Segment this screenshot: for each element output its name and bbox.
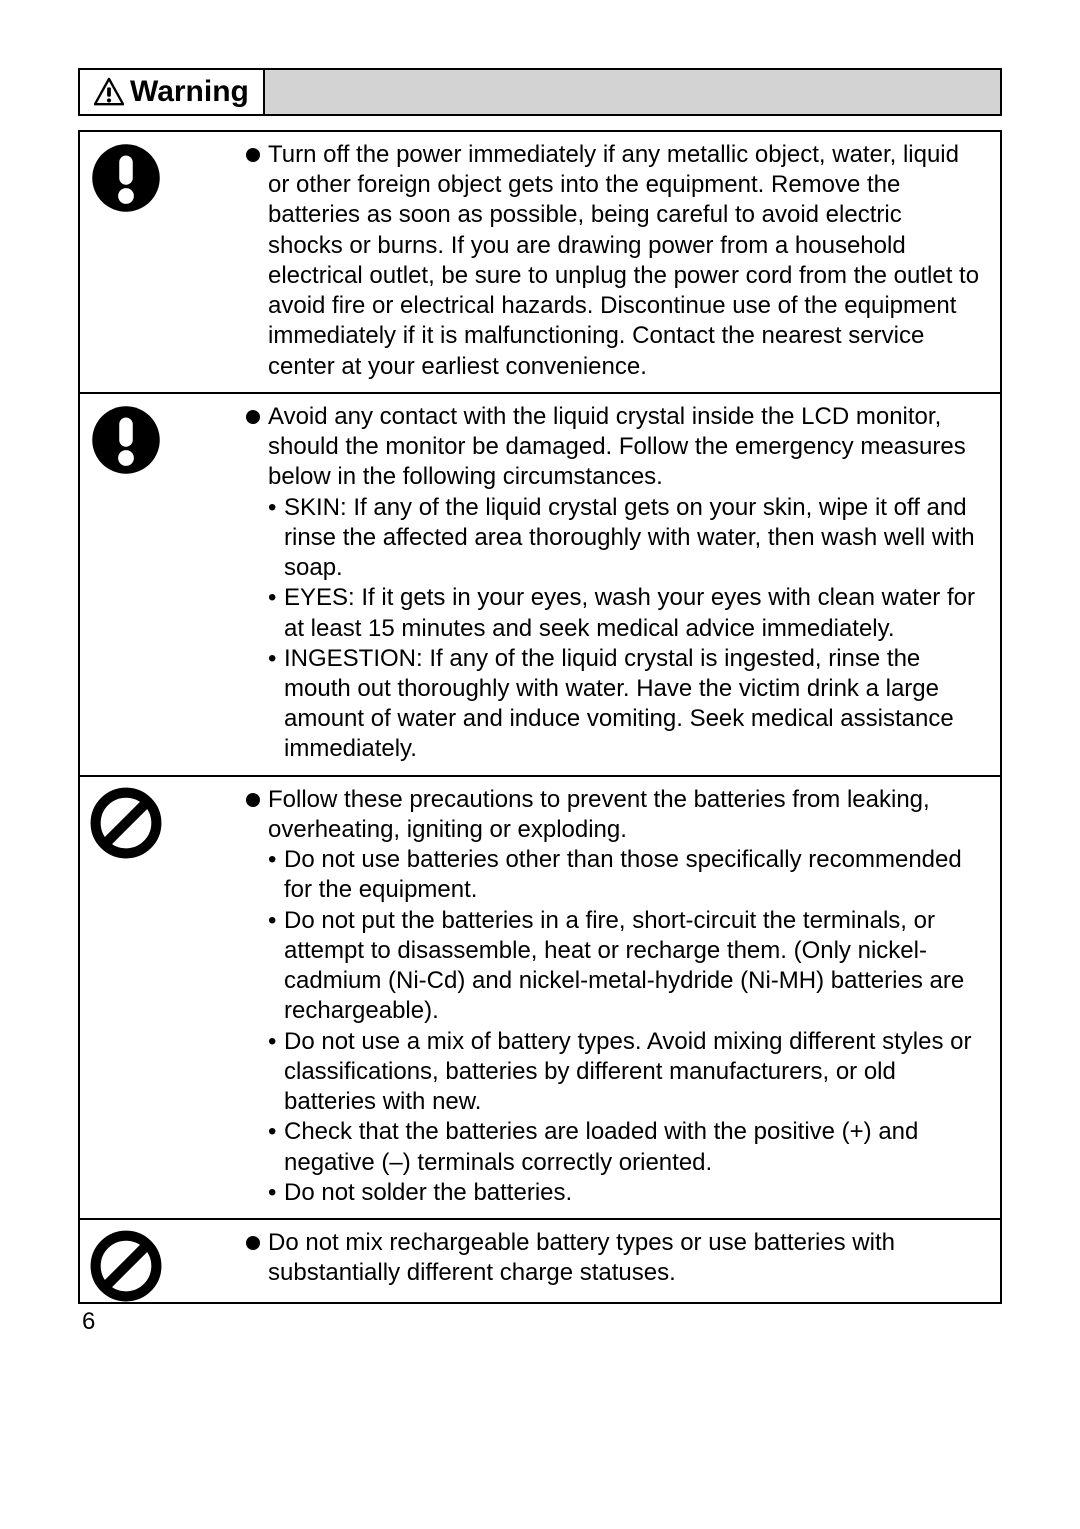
page: Warning Turn off the power immediately i…: [0, 0, 1080, 1336]
prohibit-icon: [90, 1230, 162, 1302]
sub-bullet-icon: •: [268, 583, 276, 643]
warning-sub-text: Check that the batteries are loaded with…: [284, 1117, 982, 1177]
warning-sub-text: EYES: If it gets in your eyes, wash your…: [284, 583, 982, 643]
sub-bullet-icon: •: [268, 845, 276, 905]
warning-lead: Follow these precautions to prevent the …: [246, 785, 982, 845]
warning-header-text: Warning: [130, 75, 249, 109]
sub-bullet-icon: •: [268, 906, 276, 1027]
warning-sub: •Do not put the batteries in a fire, sho…: [246, 906, 982, 1027]
warning-icon-cell: [80, 394, 246, 775]
bullet-icon: [246, 148, 260, 162]
warning-text-cell: Avoid any contact with the liquid crysta…: [246, 394, 1000, 775]
sub-bullet-icon: •: [268, 1117, 276, 1177]
warning-row: Follow these precautions to prevent the …: [78, 775, 1002, 1218]
warning-sub: •SKIN: If any of the liquid crystal gets…: [246, 493, 982, 584]
warning-sub-text: Do not use a mix of battery types. Avoid…: [284, 1027, 982, 1118]
warning-lead: Avoid any contact with the liquid crysta…: [246, 402, 982, 493]
warning-lead-text: Avoid any contact with the liquid crysta…: [268, 402, 982, 493]
sub-bullet-icon: •: [268, 1027, 276, 1118]
warning-header-label: Warning: [80, 70, 265, 114]
warning-lead: Do not mix rechargeable battery types or…: [246, 1228, 982, 1288]
warning-text-cell: Follow these precautions to prevent the …: [246, 777, 1000, 1218]
warning-icon-cell: [80, 1220, 246, 1302]
sub-bullet-icon: •: [268, 493, 276, 584]
warning-text-cell: Do not mix rechargeable battery types or…: [246, 1220, 1000, 1302]
sub-bullet-icon: •: [268, 1178, 276, 1208]
warning-lead-text: Do not mix rechargeable battery types or…: [268, 1228, 982, 1288]
warning-row: Do not mix rechargeable battery types or…: [78, 1218, 1002, 1304]
warning-lead: Turn off the power immediately if any me…: [246, 140, 982, 382]
prohibit-icon: [90, 787, 162, 859]
warning-lead-text: Follow these precautions to prevent the …: [268, 785, 982, 845]
warning-header-fill: [265, 70, 1000, 114]
warning-sub: •Check that the batteries are loaded wit…: [246, 1117, 982, 1177]
warning-sub: •EYES: If it gets in your eyes, wash you…: [246, 583, 982, 643]
warning-sub: •INGESTION: If any of the liquid crystal…: [246, 644, 982, 765]
warning-sub-text: Do not solder the batteries.: [284, 1178, 982, 1208]
warning-sub: •Do not use batteries other than those s…: [246, 845, 982, 905]
warning-row: Avoid any contact with the liquid crysta…: [78, 392, 1002, 775]
warning-text-cell: Turn off the power immediately if any me…: [246, 132, 1000, 392]
mandatory-icon: [90, 142, 162, 214]
bullet-icon: [246, 1236, 260, 1250]
warning-icon-cell: [80, 777, 246, 1218]
warning-row: Turn off the power immediately if any me…: [78, 130, 1002, 392]
sub-bullet-icon: •: [268, 644, 276, 765]
warning-sub-text: SKIN: If any of the liquid crystal gets …: [284, 493, 982, 584]
warning-rows: Turn off the power immediately if any me…: [78, 130, 1002, 1304]
page-number: 6: [78, 1304, 1002, 1336]
warning-triangle-icon: [94, 77, 124, 107]
warning-sub-text: Do not use batteries other than those sp…: [284, 845, 982, 905]
warning-lead-text: Turn off the power immediately if any me…: [268, 140, 982, 382]
warning-sub: • Do not solder the batteries.: [246, 1178, 982, 1208]
warning-sub-text: INGESTION: If any of the liquid crystal …: [284, 644, 982, 765]
warning-header-bar: Warning: [78, 68, 1002, 116]
warning-sub-text: Do not put the batteries in a fire, shor…: [284, 906, 982, 1027]
warning-sub: •Do not use a mix of battery types. Avoi…: [246, 1027, 982, 1118]
mandatory-icon: [90, 404, 162, 476]
bullet-icon: [246, 793, 260, 807]
warning-icon-cell: [80, 132, 246, 392]
bullet-icon: [246, 410, 260, 424]
